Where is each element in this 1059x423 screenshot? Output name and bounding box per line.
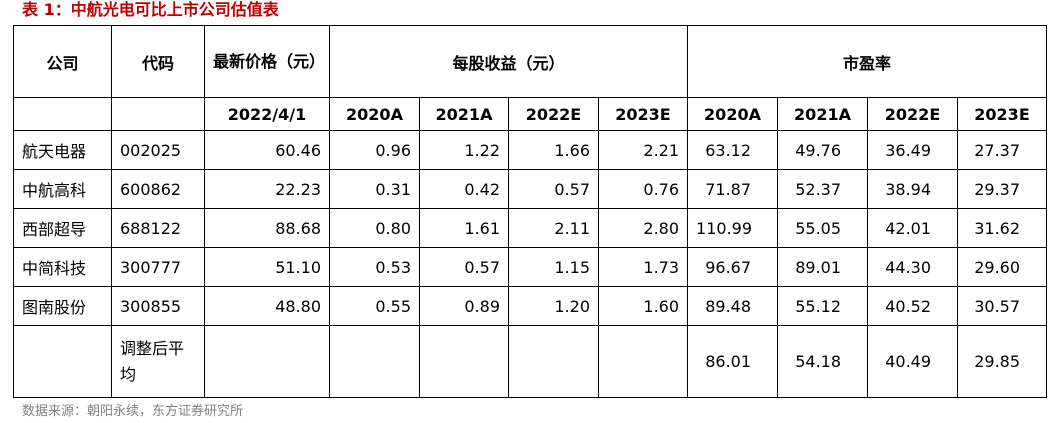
eps-value: 1.15 bbox=[508, 247, 599, 287]
pe-value: 30.57 bbox=[957, 286, 1048, 326]
eps-value: 0.42 bbox=[419, 169, 509, 209]
pe-value: 42.01 bbox=[867, 208, 959, 248]
eps-value: 0.80 bbox=[329, 208, 420, 248]
pe-value: 29.37 bbox=[957, 169, 1048, 209]
empty-cell bbox=[597, 325, 689, 398]
pe-value: 55.12 bbox=[777, 286, 869, 326]
header-empty-cell bbox=[13, 97, 112, 131]
pe-value: 40.52 bbox=[867, 286, 959, 326]
pe-value: 38.94 bbox=[867, 169, 959, 209]
header-pe-year: 2023E bbox=[957, 97, 1048, 131]
header-eps-year: 2020A bbox=[329, 97, 420, 131]
latest-price: 51.10 bbox=[204, 247, 330, 287]
pe-value: 49.76 bbox=[777, 130, 869, 170]
table-row: 西部超导 688122 88.68 0.80 1.61 2.11 2.80 11… bbox=[13, 208, 1048, 248]
average-pe-value: 54.18 bbox=[777, 325, 869, 398]
empty-cell bbox=[204, 325, 330, 398]
latest-price: 22.23 bbox=[204, 169, 330, 209]
pe-value: 52.37 bbox=[777, 169, 869, 209]
company-name: 图南股份 bbox=[13, 286, 112, 326]
stock-code: 300855 bbox=[111, 286, 205, 326]
empty-cell bbox=[13, 325, 112, 398]
pe-value: 27.37 bbox=[957, 130, 1048, 170]
eps-value: 0.76 bbox=[597, 169, 689, 209]
table-row: 图南股份 300855 48.80 0.55 0.89 1.20 1.60 89… bbox=[13, 286, 1048, 326]
empty-cell bbox=[419, 325, 509, 398]
eps-value: 0.55 bbox=[329, 286, 420, 326]
header-code: 代码 bbox=[111, 25, 205, 98]
eps-value: 1.60 bbox=[597, 286, 689, 326]
table-row: 中航高科 600862 22.23 0.31 0.42 0.57 0.76 71… bbox=[13, 169, 1048, 209]
eps-value: 0.96 bbox=[329, 130, 420, 170]
eps-value: 0.31 bbox=[329, 169, 420, 209]
company-name: 中简科技 bbox=[13, 247, 112, 287]
eps-value: 1.73 bbox=[597, 247, 689, 287]
eps-value: 2.80 bbox=[597, 208, 689, 248]
pe-value: 110.99 bbox=[687, 208, 779, 248]
header-eps-year: 2021A bbox=[419, 97, 509, 131]
header-pe-group: 市盈率 bbox=[687, 25, 1048, 98]
header-company: 公司 bbox=[13, 25, 112, 98]
eps-value: 1.22 bbox=[419, 130, 509, 170]
header-price-date: 2022/4/1 bbox=[204, 97, 330, 131]
company-name: 中航高科 bbox=[13, 169, 112, 209]
eps-value: 2.21 bbox=[597, 130, 689, 170]
stock-code: 300777 bbox=[111, 247, 205, 287]
latest-price: 48.80 bbox=[204, 286, 330, 326]
header-pe-year: 2021A bbox=[777, 97, 869, 131]
header-pe-year: 2022E bbox=[867, 97, 959, 131]
eps-value: 0.57 bbox=[419, 247, 509, 287]
pe-value: 55.05 bbox=[777, 208, 869, 248]
header-eps-group: 每股收益（元） bbox=[328, 25, 689, 98]
pe-value: 89.48 bbox=[687, 286, 779, 326]
eps-value: 1.66 bbox=[508, 130, 599, 170]
table-row: 航天电器 002025 60.46 0.96 1.22 1.66 2.21 63… bbox=[13, 130, 1048, 170]
latest-price: 88.68 bbox=[204, 208, 330, 248]
company-name: 航天电器 bbox=[13, 130, 112, 170]
eps-value: 0.57 bbox=[508, 169, 599, 209]
stock-code: 600862 bbox=[111, 169, 205, 209]
average-row: 调整后平均 86.01 54.18 40.49 29.85 bbox=[13, 325, 1048, 398]
empty-cell bbox=[329, 325, 420, 398]
average-label: 调整后平均 bbox=[111, 325, 205, 398]
pe-value: 44.30 bbox=[867, 247, 959, 287]
table-row: 中简科技 300777 51.10 0.53 0.57 1.15 1.73 96… bbox=[13, 247, 1048, 287]
eps-value: 0.89 bbox=[419, 286, 509, 326]
header-pe-year: 2020A bbox=[687, 97, 779, 131]
average-pe-value: 40.49 bbox=[867, 325, 959, 398]
valuation-table: 公司 代码 最新价格（元） 每股收益（元） 市盈率 2022/4/1 2020A… bbox=[13, 25, 1048, 398]
empty-cell bbox=[508, 325, 599, 398]
pe-value: 29.60 bbox=[957, 247, 1048, 287]
pe-value: 31.62 bbox=[957, 208, 1048, 248]
stock-code: 688122 bbox=[111, 208, 205, 248]
header-eps-year: 2023E bbox=[597, 97, 689, 131]
data-source-note: 数据来源：朝阳永续，东方证券研究所 bbox=[22, 404, 244, 419]
header-price: 最新价格（元） bbox=[204, 25, 330, 98]
pe-value: 71.87 bbox=[687, 169, 779, 209]
stock-code: 002025 bbox=[111, 130, 205, 170]
header-row-years: 2022/4/1 2020A 2021A 2022E 2023E 2020A 2… bbox=[13, 97, 1048, 131]
eps-value: 1.61 bbox=[419, 208, 509, 248]
pe-value: 63.12 bbox=[687, 130, 779, 170]
pe-value: 96.67 bbox=[687, 247, 779, 287]
eps-value: 2.11 bbox=[508, 208, 599, 248]
latest-price: 60.46 bbox=[204, 130, 330, 170]
average-pe-value: 29.85 bbox=[957, 325, 1048, 398]
pe-value: 36.49 bbox=[867, 130, 959, 170]
average-pe-value: 86.01 bbox=[687, 325, 779, 398]
header-row-main: 公司 代码 最新价格（元） 每股收益（元） 市盈率 bbox=[13, 25, 1048, 98]
pe-value: 89.01 bbox=[777, 247, 869, 287]
header-empty-cell bbox=[111, 97, 205, 131]
eps-value: 0.53 bbox=[329, 247, 420, 287]
eps-value: 1.20 bbox=[508, 286, 599, 326]
company-name: 西部超导 bbox=[13, 208, 112, 248]
header-eps-year: 2022E bbox=[508, 97, 599, 131]
table-title: 表 1：中航光电可比上市公司估值表 bbox=[22, 0, 279, 19]
